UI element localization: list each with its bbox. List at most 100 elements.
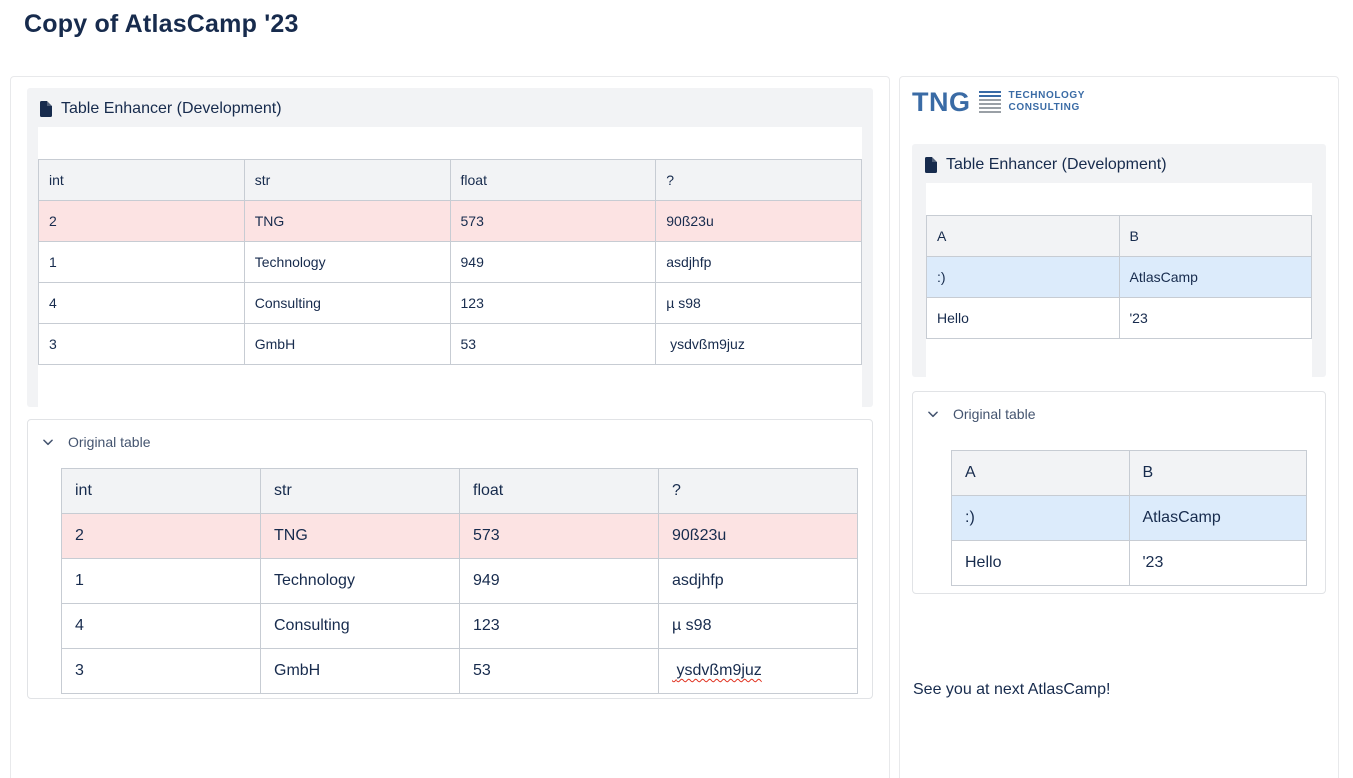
table-cell: µ s98 [655,282,862,324]
table-enhancer-macro: Table Enhancer (Development) int str float… [27,88,873,407]
table-cell: AtlasCamp [1118,256,1312,298]
table-cell: ysdvßm9juz [655,323,862,365]
table-row: 1 Technology 949 asdjhfp [61,558,858,604]
table-header-row: int str float? [38,159,862,201]
table-cell: 573 [459,513,659,559]
column-header: B [1128,450,1307,496]
enhanced-table: int str float? 2 TNG 573 90ß23u 1 Technology 949 a… [38,159,862,365]
table-cell: 949 [449,241,657,283]
chevron-down-icon[interactable] [41,435,55,449]
table-cell: '23 [1128,540,1307,586]
table-cell: 90ß23u [658,513,858,559]
expand-content: A B:) AtlasCamp Hello '23 [913,434,1325,593]
table-cell: 1 [61,558,261,604]
table-cell: Hello [951,540,1130,586]
table-cell: 53 [459,648,659,694]
table-row: :) AtlasCamp [926,256,1312,298]
table-cell: '23 [1118,297,1312,339]
column-header: int [38,159,245,201]
macro-body: A B:) AtlasCamp Hello '23 [926,183,1312,377]
spellcheck-word: ysdvßm9juz [672,662,762,679]
column-header: str [260,468,460,514]
macro-header: Table Enhancer (Development) [27,88,873,127]
table-cell: Technology [260,558,460,604]
table-enhancer-macro: Table Enhancer (Development) A B:) AtlasCa… [912,144,1326,377]
table-cell: 3 [38,323,245,365]
tng-logo: TNG TECHNOLOGY CONSULTING [912,86,1326,118]
expand-toggle[interactable]: Original table [913,392,1325,434]
column-header: int [61,468,261,514]
table-row: Hello '23 [951,540,1307,586]
column-header: str [243,159,451,201]
page-title: Copy of AtlasCamp '23 [24,10,299,38]
table-cell: 123 [449,282,657,324]
tng-logo-text: TNG [912,86,971,117]
content-columns: Table Enhancer (Development) int str float… [10,76,1353,778]
table-cell: 123 [459,603,659,649]
left-panel: Table Enhancer (Development) int str float… [10,76,890,778]
enhanced-table: A B:) AtlasCamp Hello '23 [926,215,1312,339]
original-table: A B:) AtlasCamp Hello '23 [951,450,1307,586]
table-cell: 1 [38,241,245,283]
macro-body: int str float? 2 TNG 573 90ß23u 1 Technology 949 a… [38,127,862,407]
table-cell: ysdvßm9juz [658,648,858,694]
column-header: A [951,450,1130,496]
table-cell: Hello [926,297,1120,339]
tng-lines-icon [978,91,1001,113]
column-header: ? [658,468,858,514]
table-cell: 573 [449,200,657,242]
table-cell: 4 [38,282,245,324]
footer-note: See you at next AtlasCamp! [913,681,1111,698]
original-table-expand: Original table int str float? 2 TNG 573 90ß23u… [27,419,873,699]
column-header: B [1118,215,1312,257]
table-cell: 2 [61,513,261,559]
table-cell: 4 [61,603,261,649]
table-cell: GmbH [260,648,460,694]
tng-logo-line1: TECHNOLOGY [1008,90,1086,101]
expand-label: Original table [68,434,151,450]
column-header: A [926,215,1120,257]
column-header: float [449,159,657,201]
document-icon [39,101,52,117]
table-row: 4 Consulting 123 µ s98 [38,282,862,324]
table-cell: Consulting [260,603,460,649]
table-cell: TNG [243,200,451,242]
table-cell: Consulting [243,282,451,324]
right-panel: TNG TECHNOLOGY CONSULTING Table Enhancer… [899,76,1339,778]
table-cell: :) [951,495,1130,541]
table-row: Hello '23 [926,297,1312,339]
expand-toggle[interactable]: Original table [28,420,872,462]
original-table-expand: Original table A B:) AtlasCamp Hello '23 [912,391,1326,594]
table-row: 4 Consulting 123 µ s98 [61,603,858,649]
tng-logo-subtext: TECHNOLOGY CONSULTING [1009,90,1086,114]
table-cell: :) [926,256,1120,298]
table-header-row: int str float? [61,468,858,514]
table-cell: AtlasCamp [1128,495,1307,541]
table-row: 2 TNG 573 90ß23u [61,513,858,559]
column-header: ? [655,159,862,201]
expand-label: Original table [953,406,1036,422]
macro-header: Table Enhancer (Development) [912,144,1326,183]
chevron-down-icon[interactable] [926,407,940,421]
table-cell: 90ß23u [655,200,862,242]
table-cell: GmbH [243,323,451,365]
table-row: 2 TNG 573 90ß23u [38,200,862,242]
table-cell: TNG [260,513,460,559]
macro-title: Table Enhancer (Development) [946,156,1167,173]
table-row: :) AtlasCamp [951,495,1307,541]
table-cell: Technology [243,241,451,283]
document-icon [924,157,937,173]
table-row: 3 GmbH 53 ysdvßm9juz [61,648,858,694]
tng-logo-line2: CONSULTING [1008,102,1080,113]
table-cell: µ s98 [658,603,858,649]
table-cell: 2 [38,200,245,242]
table-row: 3 GmbH 53 ysdvßm9juz [38,323,862,365]
original-table: int str float? 2 TNG 573 90ß23u 1 Technology 949 a… [61,468,858,694]
column-header: float [459,468,659,514]
macro-title: Table Enhancer (Development) [61,100,282,117]
table-row: 1 Technology 949 asdjhfp [38,241,862,283]
table-cell: asdjhfp [655,241,862,283]
table-cell: 3 [61,648,261,694]
